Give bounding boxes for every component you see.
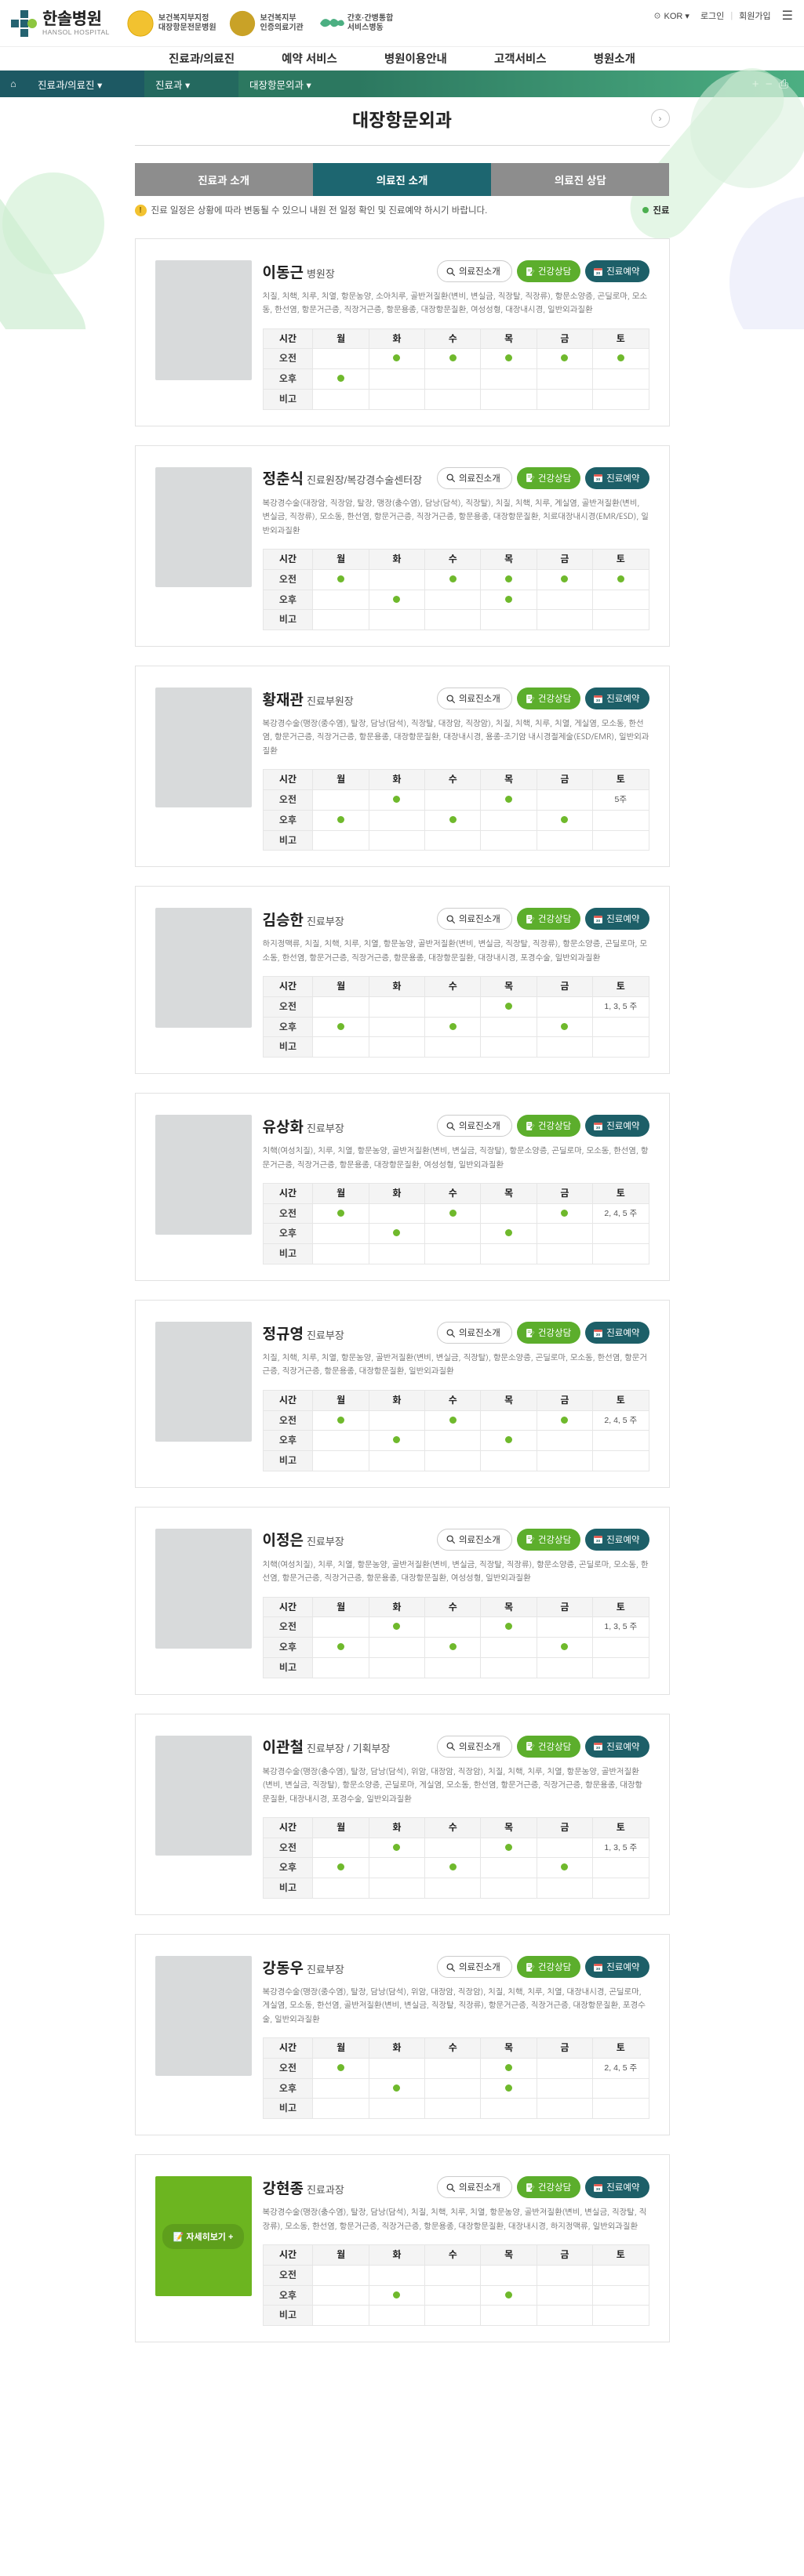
- svg-text:30: 30: [596, 919, 601, 923]
- svg-text:30: 30: [596, 270, 601, 275]
- svg-text:30: 30: [596, 1966, 601, 1971]
- svg-text:30: 30: [596, 1746, 601, 1751]
- svg-text:30: 30: [596, 477, 601, 482]
- svg-text:30: 30: [596, 2187, 601, 2192]
- svg-text:30: 30: [596, 1125, 601, 1130]
- svg-text:30: 30: [596, 1539, 601, 1544]
- svg-text:30: 30: [596, 1332, 601, 1337]
- svg-text:30: 30: [596, 698, 601, 702]
